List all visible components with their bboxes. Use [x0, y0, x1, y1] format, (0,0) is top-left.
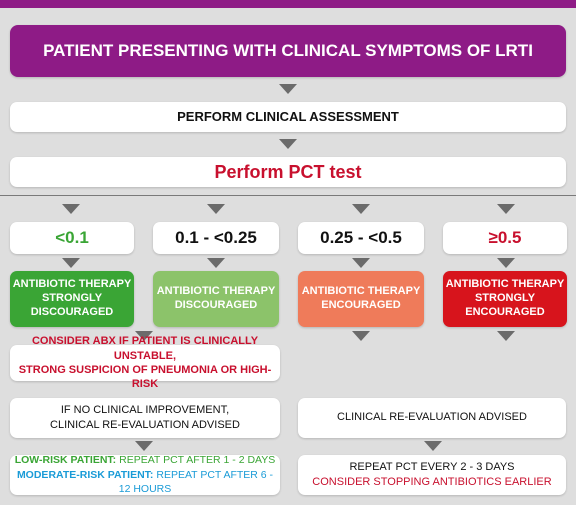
recommendation-box-1: ANTIBIOTIC THERAPY STRONGLY DISCOURAGED: [10, 271, 134, 327]
assessment-label: PERFORM CLINICAL ASSESSMENT: [177, 108, 399, 124]
arrow-encouraged-1-down: [352, 331, 370, 341]
section-divider: [0, 195, 576, 196]
rec-1-line-3: DISCOURAGED: [30, 305, 114, 318]
rec-1-line-1: ANTIBIOTIC THERAPY: [12, 278, 132, 291]
no-improvement-line-2: CLINICAL RE-EVALUATION ADVISED: [50, 419, 240, 431]
rec-4-line-1: ANTIBIOTIC THERAPY: [445, 278, 565, 291]
low-risk-text: REPEAT PCT AFTER 1 - 2 DAYS: [116, 453, 276, 466]
low-risk-line: LOW-RISK PATIENT: REPEAT PCT AFTER 1 - 2…: [15, 453, 276, 468]
repeat-line-1: REPEAT PCT EVERY 2 - 3 DAYS: [349, 460, 515, 473]
rec-4-line-2: STRONGLY: [474, 292, 536, 305]
arrow-assessment-down: [279, 139, 297, 149]
recommendation-box-4: ANTIBIOTIC THERAPY STRONGLY ENCOURAGED: [443, 271, 567, 327]
top-accent-bar: [0, 0, 576, 8]
rec-3-line-2: ENCOURAGED: [321, 299, 401, 311]
arrow-range-1: [62, 204, 80, 214]
moderate-risk-line: MODERATE-RISK PATIENT: REPEAT PCT AFTER …: [10, 468, 280, 497]
rec-2-line-2: DISCOURAGED: [174, 299, 258, 311]
range-box-3: 0.25 - <0.5: [298, 222, 424, 254]
arrow-rec-3: [352, 258, 370, 268]
arrow-rec-1: [62, 258, 80, 268]
range-label-4: ≥0.5: [488, 228, 522, 248]
range-label-3: 0.25 - <0.5: [320, 228, 402, 248]
arrow-encouraged-2-down: [497, 331, 515, 341]
rec-2-line-1: ANTIBIOTIC THERAPY: [156, 285, 276, 298]
repeat-pct-box: REPEAT PCT EVERY 2 - 3 DAYS CONSIDER STO…: [298, 455, 566, 495]
pct-test-box: Perform PCT test: [10, 157, 566, 187]
range-box-4: ≥0.5: [443, 222, 567, 254]
arrow-rec-2: [207, 258, 225, 268]
range-label-2: 0.1 - <0.25: [175, 228, 257, 248]
assessment-box: PERFORM CLINICAL ASSESSMENT: [10, 102, 566, 132]
rec-3-line-1: ANTIBIOTIC THERAPY: [301, 285, 421, 298]
arrow-repeat-down: [424, 441, 442, 451]
risk-box: LOW-RISK PATIENT: REPEAT PCT AFTER 1 - 2…: [10, 453, 280, 497]
rec-4-line-3: ENCOURAGED: [465, 305, 545, 318]
moderate-risk-text: REPEAT PCT AFTER 6 - 12 HOURS: [118, 468, 274, 496]
rec-1-line-2: STRONGLY: [41, 292, 103, 305]
arrow-range-3: [352, 204, 370, 214]
arrow-range-2: [207, 204, 225, 214]
range-box-2: 0.1 - <0.25: [153, 222, 279, 254]
repeat-line-2: CONSIDER STOPPING ANTIBIOTICS EARLIER: [312, 476, 552, 488]
arrow-consider-down: [135, 331, 153, 341]
header-title: PATIENT PRESENTING WITH CLINICAL SYMPTOM…: [43, 41, 533, 61]
arrow-header-down: [279, 84, 297, 94]
low-risk-label: LOW-RISK PATIENT:: [14, 453, 117, 466]
arrow-range-4: [497, 204, 515, 214]
arrow-rec-4: [497, 258, 515, 268]
recommendation-box-3: ANTIBIOTIC THERAPY ENCOURAGED: [298, 271, 424, 327]
consider-line-2: STRONG SUSPICION OF PNEUMONIA OR HIGH-RI…: [18, 364, 272, 391]
no-improvement-box: IF NO CLINICAL IMPROVEMENT, CLINICAL RE-…: [10, 398, 280, 438]
pct-test-label: Perform PCT test: [214, 161, 362, 182]
moderate-risk-label: MODERATE-RISK PATIENT:: [16, 468, 154, 481]
recommendation-box-2: ANTIBIOTIC THERAPY DISCOURAGED: [153, 271, 279, 327]
arrow-risk-down: [135, 441, 153, 451]
range-label-1: <0.1: [55, 228, 89, 248]
range-box-1: <0.1: [10, 222, 134, 254]
header-box: PATIENT PRESENTING WITH CLINICAL SYMPTOM…: [10, 25, 566, 77]
reevaluation-label: CLINICAL RE-EVALUATION ADVISED: [337, 411, 527, 424]
no-improvement-line-1: IF NO CLINICAL IMPROVEMENT,: [60, 404, 230, 417]
consider-line-1: CONSIDER ABX IF PATIENT IS CLINICALLY UN…: [31, 335, 259, 362]
consider-abx-box: CONSIDER ABX IF PATIENT IS CLINICALLY UN…: [10, 335, 280, 390]
reevaluation-box: CLINICAL RE-EVALUATION ADVISED: [298, 398, 566, 438]
